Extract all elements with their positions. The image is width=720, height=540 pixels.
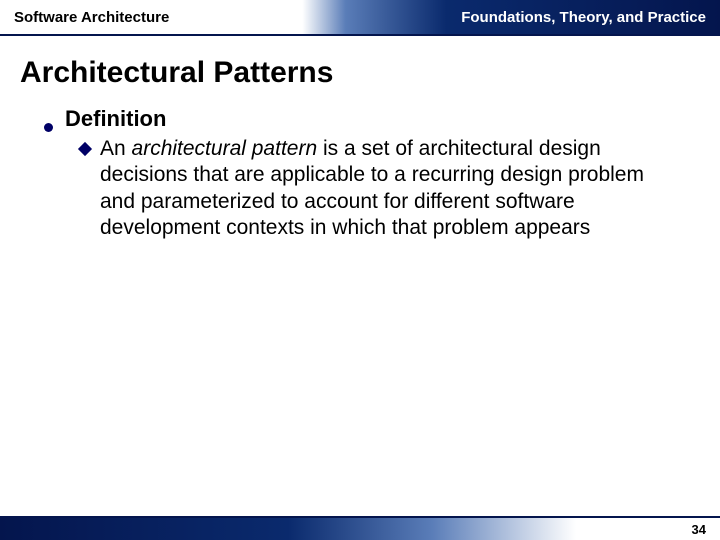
l1-text: Definition xyxy=(65,106,166,132)
footer-bar: 34 xyxy=(0,516,720,540)
slide-title: Architectural Patterns xyxy=(0,36,720,102)
bullet-level1: Definition xyxy=(44,106,682,132)
bullet-level2: An architectural pattern is a set of arc… xyxy=(44,136,682,241)
content-area: Definition An architectural pattern is a… xyxy=(0,102,720,241)
dot-icon xyxy=(44,123,53,132)
page-number: 34 xyxy=(692,522,706,537)
header-right-text: Foundations, Theory, and Practice xyxy=(461,9,706,26)
l2-prefix: An xyxy=(100,137,132,160)
diamond-icon xyxy=(78,142,92,156)
header-bar: Software Architecture Foundations, Theor… xyxy=(0,0,720,36)
header-left-text: Software Architecture xyxy=(14,9,169,26)
slide: Software Architecture Foundations, Theor… xyxy=(0,0,720,540)
l2-text: An architectural pattern is a set of arc… xyxy=(100,136,682,241)
l2-italic: architectural pattern xyxy=(132,137,318,160)
